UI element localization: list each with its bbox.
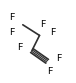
Text: F: F — [48, 67, 53, 76]
Text: F: F — [50, 28, 55, 37]
Text: F: F — [10, 13, 15, 22]
Text: F: F — [10, 28, 15, 37]
Text: F: F — [17, 43, 22, 52]
Text: F: F — [57, 54, 62, 63]
Text: F: F — [40, 20, 45, 29]
